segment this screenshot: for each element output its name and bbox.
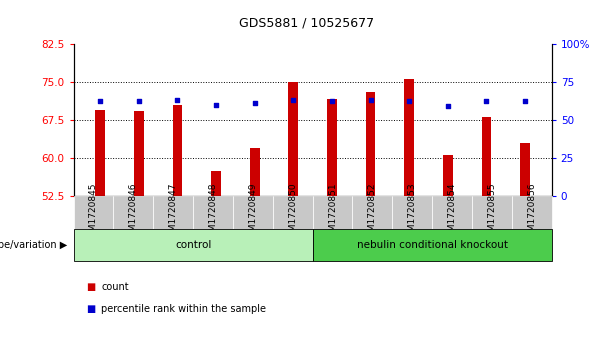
Bar (443, 155, 452, 196)
Text: percentile rank within the sample: percentile rank within the sample (101, 303, 266, 314)
Bar (95, 110, 105, 196)
Point (95, 99, 105, 105)
Point (443, 103, 453, 109)
FancyBboxPatch shape (273, 196, 313, 229)
Text: GSM1720852: GSM1720852 (368, 182, 377, 242)
FancyBboxPatch shape (74, 196, 113, 229)
Point (134, 99, 143, 105)
Bar (134, 111, 143, 196)
Bar (211, 171, 221, 196)
Text: GSM1720849: GSM1720849 (248, 182, 257, 242)
FancyBboxPatch shape (153, 196, 193, 229)
Text: GSM1720854: GSM1720854 (447, 182, 457, 242)
Point (288, 97, 298, 103)
FancyBboxPatch shape (352, 196, 392, 229)
Point (482, 99, 492, 105)
Point (249, 100, 259, 106)
Text: genotype/variation ▶: genotype/variation ▶ (0, 240, 67, 250)
Bar (250, 148, 259, 196)
Text: GSM1720856: GSM1720856 (527, 182, 536, 243)
Bar (173, 105, 182, 196)
FancyBboxPatch shape (193, 196, 233, 229)
Bar (405, 79, 414, 196)
Bar (366, 92, 375, 196)
Text: ■: ■ (86, 282, 95, 292)
Text: control: control (175, 240, 211, 250)
Text: nebulin conditional knockout: nebulin conditional knockout (357, 240, 508, 250)
Text: GSM1720847: GSM1720847 (169, 182, 178, 242)
Point (366, 97, 376, 103)
Point (405, 99, 414, 105)
Bar (520, 143, 530, 196)
FancyBboxPatch shape (432, 196, 472, 229)
Text: GSM1720848: GSM1720848 (208, 182, 218, 242)
FancyBboxPatch shape (512, 196, 552, 229)
Point (172, 97, 182, 103)
Text: GSM1720853: GSM1720853 (408, 182, 417, 243)
Bar (482, 117, 492, 196)
Bar (289, 82, 298, 196)
FancyBboxPatch shape (392, 196, 432, 229)
Point (211, 102, 221, 107)
FancyBboxPatch shape (233, 196, 273, 229)
FancyBboxPatch shape (313, 196, 352, 229)
FancyBboxPatch shape (113, 196, 153, 229)
Text: count: count (101, 282, 129, 292)
Bar (327, 99, 337, 196)
Text: GDS5881 / 10525677: GDS5881 / 10525677 (239, 16, 374, 29)
Text: GSM1720855: GSM1720855 (487, 182, 497, 243)
Point (520, 99, 530, 105)
Point (327, 99, 337, 105)
FancyBboxPatch shape (472, 196, 512, 229)
Text: GSM1720851: GSM1720851 (328, 182, 337, 243)
Text: GSM1720850: GSM1720850 (288, 182, 297, 243)
Text: GSM1720846: GSM1720846 (129, 182, 138, 242)
FancyBboxPatch shape (313, 229, 552, 261)
FancyBboxPatch shape (74, 229, 313, 261)
Text: GSM1720845: GSM1720845 (89, 182, 98, 242)
Text: ■: ■ (86, 303, 95, 314)
